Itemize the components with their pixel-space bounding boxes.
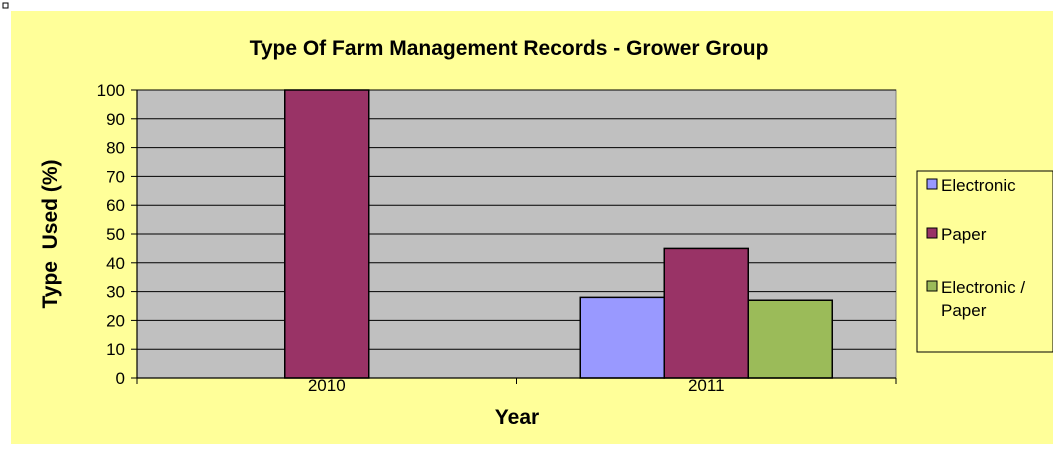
small-corner-marker: [2, 2, 9, 9]
y-tick-label: 60: [106, 196, 125, 215]
y-tick-label: 70: [106, 167, 125, 186]
y-tick-label: 90: [106, 110, 125, 129]
y-axis-title: Type Used (%): [39, 160, 62, 309]
legend-swatch: [926, 178, 938, 190]
y-tick-label: 40: [106, 254, 125, 273]
y-tick-label: 30: [106, 283, 125, 302]
legend-box: [916, 170, 1053, 353]
y-tick-label: 100: [97, 81, 125, 100]
y-tick-labels: 0 10 20 30 40 50 60 70 80 90 100: [97, 81, 125, 388]
legend-swatch: [926, 227, 938, 239]
y-tick-label: 10: [106, 340, 125, 359]
bar-2011-electronic-paper: [747, 299, 833, 379]
y-tick-label: 0: [116, 369, 125, 388]
y-tick-label: 50: [106, 225, 125, 244]
bar-2011-electronic: [579, 296, 665, 379]
x-tick-labels: 2010 2011: [308, 376, 725, 395]
legend: Electronic Paper Electronic / Paper: [916, 170, 1053, 353]
y-tick-label: 80: [106, 139, 125, 158]
legend-label: Electronic: [941, 176, 1016, 195]
axes: [131, 89, 897, 384]
legend-label: Paper: [941, 225, 987, 244]
legend-label: Paper: [941, 301, 987, 320]
y-tick-label: 20: [106, 311, 125, 330]
x-tick-label: 2011: [688, 376, 725, 395]
legend-swatch: [926, 280, 938, 292]
x-tick-label: 2010: [308, 376, 346, 395]
x-axis-title: Year: [495, 406, 539, 429]
bar-2010-paper: [284, 89, 370, 379]
bar-2011-paper: [663, 247, 749, 379]
bars: [284, 89, 833, 379]
chart-title: Type Of Farm Management Records - Grower…: [250, 37, 769, 60]
legend-label: Electronic /: [941, 278, 1025, 297]
gridlines: [137, 89, 896, 350]
